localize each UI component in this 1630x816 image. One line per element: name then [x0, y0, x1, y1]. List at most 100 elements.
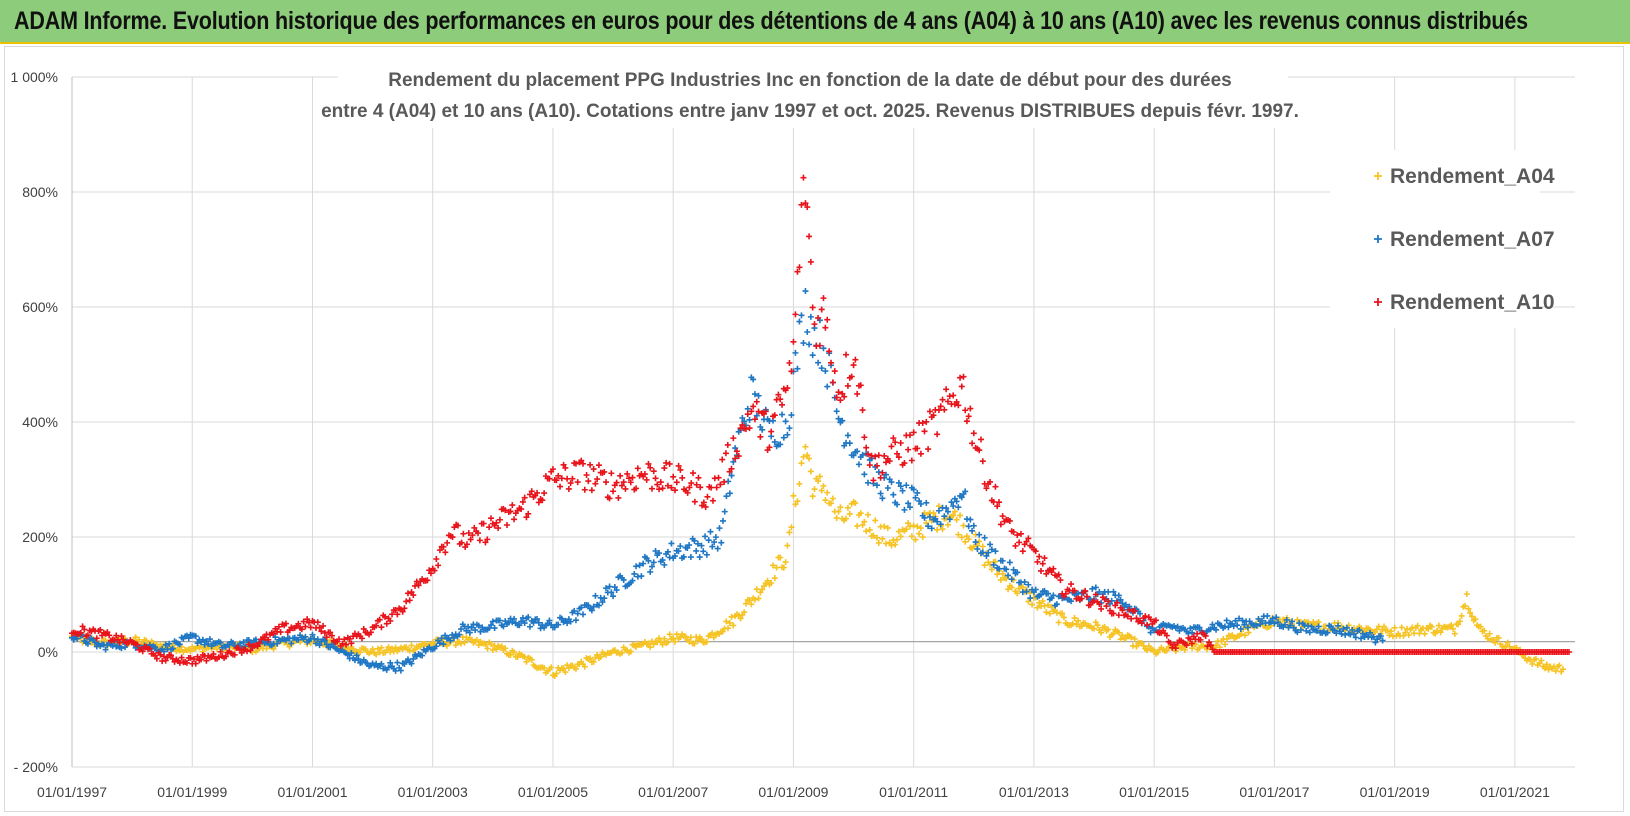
data-point-Rendement_A10 — [702, 503, 709, 510]
data-point-Rendement_A10 — [521, 494, 528, 501]
data-point-Rendement_A04 — [1532, 655, 1539, 662]
data-point-Rendement_A07 — [555, 621, 562, 628]
data-point-Rendement_A04 — [562, 669, 569, 676]
y-tick-label: 800% — [22, 184, 58, 200]
data-point-Rendement_A07 — [162, 641, 169, 648]
data-point-Rendement_A04 — [905, 520, 912, 527]
data-point-Rendement_A10 — [578, 457, 585, 464]
data-point-Rendement_A07 — [824, 383, 831, 390]
data-point-Rendement_A07 — [348, 650, 355, 657]
data-point-Rendement_A04 — [906, 523, 913, 530]
data-point-Rendement_A10 — [465, 529, 472, 536]
data-point-Rendement_A10 — [624, 470, 631, 477]
data-point-Rendement_A04 — [1192, 641, 1199, 648]
data-point-Rendement_A07 — [592, 592, 599, 599]
data-point-Rendement_A07 — [1370, 633, 1377, 640]
data-point-Rendement_A04 — [1381, 623, 1388, 630]
data-point-Rendement_A04 — [703, 638, 710, 645]
data-point-Rendement_A10 — [833, 394, 840, 401]
data-point-Rendement_A07 — [102, 646, 109, 653]
data-point-Rendement_A07 — [714, 545, 721, 552]
data-point-Rendement_A10 — [560, 461, 567, 468]
data-point-Rendement_A04 — [780, 564, 787, 571]
data-point-Rendement_A07 — [741, 418, 748, 425]
data-point-Rendement_A07 — [970, 522, 977, 529]
data-point-Rendement_A10 — [104, 629, 111, 636]
data-point-Rendement_A07 — [1374, 636, 1381, 643]
data-point-Rendement_A04 — [829, 495, 836, 502]
data-point-Rendement_A07 — [1223, 617, 1230, 624]
data-point-Rendement_A07 — [1271, 620, 1278, 627]
data-point-Rendement_A07 — [1315, 623, 1322, 630]
data-point-Rendement_A10 — [962, 407, 969, 414]
data-point-Rendement_A04 — [951, 508, 958, 515]
data-point-Rendement_A10 — [921, 428, 928, 435]
data-point-Rendement_A10 — [480, 520, 487, 527]
data-point-Rendement_A10 — [722, 450, 729, 457]
data-point-Rendement_A10 — [666, 460, 673, 467]
data-point-Rendement_A04 — [1131, 635, 1138, 642]
data-point-Rendement_A04 — [587, 655, 594, 662]
data-point-Rendement_A04 — [671, 638, 678, 645]
data-point-Rendement_A10 — [753, 398, 760, 405]
data-point-Rendement_A10 — [905, 446, 912, 453]
data-point-Rendement_A10 — [963, 418, 970, 425]
data-point-Rendement_A07 — [921, 514, 928, 521]
data-point-Rendement_A04 — [1005, 586, 1012, 593]
data-point-Rendement_A10 — [872, 453, 879, 460]
data-point-Rendement_A04 — [498, 643, 505, 650]
data-point-Rendement_A07 — [648, 563, 655, 570]
data-point-Rendement_A07 — [1324, 629, 1331, 636]
data-point-Rendement_A07 — [777, 441, 784, 448]
data-point-Rendement_A04 — [751, 596, 758, 603]
data-point-Rendement_A07 — [744, 405, 751, 412]
data-point-Rendement_A10 — [697, 484, 704, 491]
y-tick-label: 1 000% — [11, 69, 58, 85]
data-point-Rendement_A04 — [1036, 599, 1043, 606]
data-point-Rendement_A10 — [1133, 615, 1140, 622]
data-point-Rendement_A10 — [1092, 591, 1099, 598]
data-point-Rendement_A07 — [976, 531, 983, 538]
data-point-Rendement_A07 — [751, 391, 758, 398]
data-point-Rendement_A10 — [583, 472, 590, 479]
data-point-Rendement_A07 — [438, 635, 445, 642]
data-point-Rendement_A07 — [822, 368, 829, 375]
data-point-Rendement_A07 — [664, 548, 671, 555]
data-point-Rendement_A04 — [1073, 621, 1080, 628]
data-point-Rendement_A07 — [897, 483, 904, 490]
data-point-Rendement_A04 — [475, 642, 482, 649]
data-point-Rendement_A04 — [1014, 590, 1021, 597]
report-banner-title: ADAM Informe. Evolution historique des p… — [14, 7, 1528, 35]
data-point-Rendement_A07 — [1050, 592, 1057, 599]
data-point-Rendement_A07 — [316, 642, 323, 649]
data-point-Rendement_A07 — [946, 516, 953, 523]
data-point-Rendement_A10 — [1078, 595, 1085, 602]
data-point-Rendement_A07 — [327, 644, 334, 651]
data-point-Rendement_A07 — [472, 627, 479, 634]
data-point-Rendement_A10 — [1197, 636, 1204, 643]
data-point-Rendement_A04 — [1145, 643, 1152, 650]
data-point-Rendement_A10 — [178, 654, 185, 661]
data-point-Rendement_A07 — [1122, 601, 1129, 608]
data-point-Rendement_A10 — [585, 478, 592, 485]
data-point-Rendement_A04 — [979, 543, 986, 550]
x-tick-label: 01/01/2015 — [1119, 784, 1189, 800]
data-point-Rendement_A07 — [835, 415, 842, 422]
data-point-Rendement_A04 — [730, 622, 737, 629]
data-point-Rendement_A10 — [460, 530, 467, 537]
data-point-Rendement_A04 — [726, 619, 733, 626]
data-point-Rendement_A10 — [401, 605, 408, 612]
data-point-Rendement_A10 — [925, 446, 932, 453]
data-point-Rendement_A10 — [733, 448, 740, 455]
data-point-Rendement_A07 — [608, 589, 615, 596]
data-point-Rendement_A07 — [935, 507, 942, 514]
data-point-Rendement_A10 — [302, 623, 309, 630]
data-point-Rendement_A04 — [771, 575, 778, 582]
data-point-Rendement_A10 — [410, 592, 417, 599]
data-point-Rendement_A04 — [1484, 635, 1491, 642]
data-point-Rendement_A04 — [452, 642, 459, 649]
data-point-Rendement_A07 — [656, 550, 663, 557]
data-point-Rendement_A10 — [1124, 613, 1131, 620]
data-point-Rendement_A10 — [261, 634, 268, 641]
data-point-Rendement_A07 — [709, 543, 716, 550]
